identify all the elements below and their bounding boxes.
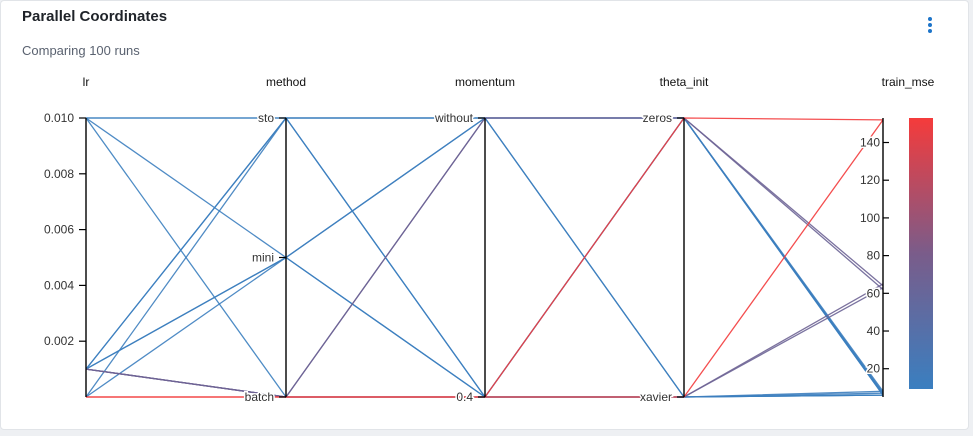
axis-title-train_mse: train_mse: [882, 75, 935, 89]
axis-title-lr: lr: [83, 75, 90, 89]
category-label-method: mini: [252, 251, 274, 265]
axis-title-theta_init: theta_init: [660, 75, 709, 89]
category-label-theta_init: zeros: [643, 111, 672, 125]
axis-tick-label-train_mse: 20: [867, 362, 881, 376]
category-label-momentum: 0.4: [456, 390, 473, 404]
axis-tick-label-train_mse: 120: [860, 173, 880, 187]
colorbar: [909, 118, 933, 389]
axis-tick-label-train_mse: 140: [860, 136, 880, 150]
category-label-momentum: without: [434, 111, 474, 125]
axis-tick-label-lr: 0.004: [44, 278, 74, 292]
axis-title-method: method: [266, 75, 306, 89]
axis-tick-label-train_mse: 80: [867, 249, 881, 263]
axis-tick-label-train_mse: 100: [860, 211, 880, 225]
axis-tick-label-lr: 0.002: [44, 334, 74, 348]
panel-subtitle: Comparing 100 runs: [22, 43, 140, 58]
vertical-ellipsis-icon[interactable]: [922, 13, 938, 37]
axis-tick-label-train_mse: 60: [867, 286, 881, 300]
axis-tick-label-train_mse: 40: [867, 324, 881, 338]
axis-title-momentum: momentum: [455, 75, 515, 89]
panel-title: Parallel Coordinates: [22, 8, 168, 25]
category-label-method: sto: [258, 111, 274, 125]
axis-tick-label-lr: 0.006: [44, 223, 74, 237]
axis-tick-label-lr: 0.008: [44, 167, 74, 181]
axes: lr 0.002 0.004 0.006 0.008 0.010 method batch mi…: [42, 75, 935, 406]
category-label-theta_init: xavier: [640, 390, 672, 404]
axis-tick-label-lr: 0.010: [44, 111, 74, 125]
category-label-method: batch: [245, 390, 274, 404]
